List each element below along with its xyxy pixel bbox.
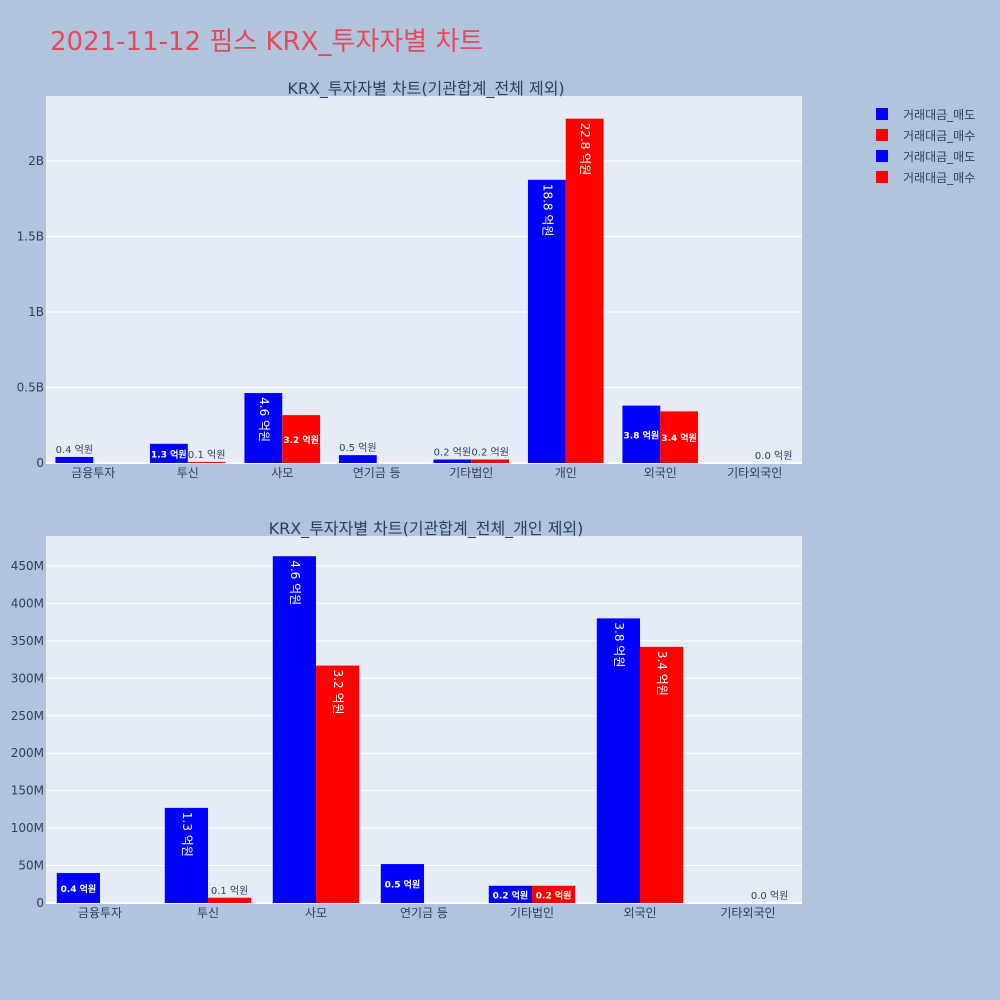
bar[interactable] [433, 459, 472, 463]
bar-data-label: 0.2 억원 [536, 889, 572, 901]
bar-data-label: 0.2 억원 [493, 889, 529, 901]
bar[interactable] [488, 885, 532, 903]
legend-label[interactable]: 거래대금_매수 [903, 171, 975, 185]
x-tick-label: 투신 [197, 906, 219, 920]
y-tick-label: 200M [11, 746, 44, 760]
bar[interactable] [338, 455, 377, 463]
bar-data-label: 18.8 억원 [540, 184, 554, 237]
bar[interactable] [187, 461, 226, 463]
bar[interactable] [471, 459, 510, 463]
x-tick-label: 연기금 등 [400, 906, 448, 920]
x-tick-label: 사모 [271, 466, 293, 480]
bar-data-label: 3.4 억원 [655, 651, 669, 696]
y-tick-label: 0.5B [17, 380, 44, 394]
bar[interactable] [596, 618, 640, 903]
legend-swatch[interactable] [876, 108, 888, 120]
x-tick-label: 기타외국인 [720, 906, 775, 920]
bar-data-label: 1.3 억원 [180, 812, 194, 857]
x-tick-label: 기타외국인 [727, 466, 782, 480]
bar[interactable] [149, 443, 188, 463]
bar-data-label: 3.8 억원 [624, 429, 660, 441]
y-tick-label: 1B [28, 305, 44, 319]
bar-data-label: 3.8 억원 [612, 622, 626, 667]
y-tick-label: 400M [11, 596, 44, 610]
bar[interactable] [272, 556, 316, 903]
bar-data-label: 0.4 억원 [61, 883, 97, 895]
bar[interactable] [164, 807, 208, 903]
y-tick-label: 0 [36, 456, 44, 470]
main-title: 2021-11-12 핌스 KRX_투자자별 차트 [50, 27, 483, 57]
y-tick-label: 100M [11, 821, 44, 835]
y-tick-label: 350M [11, 634, 44, 648]
bar-data-label: 4.6 억원 [288, 560, 302, 605]
y-tick-label: 1.5B [17, 229, 44, 243]
y-tick-label: 50M [18, 859, 44, 873]
y-tick-label: 0 [36, 896, 44, 910]
bar[interactable] [640, 646, 684, 903]
bar-data-label: 0.0 억원 [751, 890, 788, 902]
legend-swatch[interactable] [876, 171, 888, 183]
bar[interactable] [622, 405, 661, 463]
bar[interactable] [380, 864, 424, 903]
bar-data-label: 3.2 억원 [331, 670, 345, 715]
bar-data-label: 0.0 억원 [755, 450, 792, 462]
legend-label[interactable]: 거래대금_매도 [903, 108, 975, 122]
bar-data-label: 3.4 억원 [661, 432, 697, 444]
bar-data-label: 1.3 억원 [151, 448, 187, 460]
chart-bottom: KRX_투자자별 차트(기관합계_전체_개인 제외) 0 50M 100M 150M 20… [11, 519, 802, 920]
x-tick-label: 외국인 [623, 906, 656, 920]
y-tick-label: 150M [11, 784, 44, 798]
chart-title: KRX_투자자별 차트(기관합계_전체 제외) [287, 79, 564, 99]
bar[interactable] [244, 393, 283, 463]
bar-data-label: 0.4 억원 [56, 444, 93, 456]
x-tick-label: 금융투자 [71, 466, 115, 480]
y-tick-label: 250M [11, 709, 44, 723]
bar[interactable] [527, 179, 566, 463]
plot-area [46, 96, 802, 463]
bar-data-label: 0.5 억원 [385, 879, 421, 891]
bar-data-label: 22.8 억원 [578, 123, 592, 176]
legend-swatch[interactable] [876, 129, 888, 141]
x-tick-label: 사모 [305, 906, 327, 920]
bar-data-label: 0.1 억원 [188, 449, 225, 461]
x-tick-label: 금융투자 [78, 906, 122, 920]
legend-swatch[interactable] [876, 150, 888, 162]
chart-top: KRX_투자자별 차트(기관합계_전체 제외) 0 0.5B 1B 1.5B 2B 금융투자… [17, 79, 802, 480]
bar-data-label: 0.2 억원 [471, 447, 508, 459]
y-tick-label: 2B [28, 154, 44, 168]
bar-data-label: 3.2 억원 [283, 434, 319, 446]
x-tick-label: 투신 [177, 466, 199, 480]
chart-title: KRX_투자자별 차트(기관합계_전체_개인 제외) [269, 519, 584, 539]
plot-area [46, 536, 802, 903]
bar-data-label: 0.5 억원 [339, 442, 376, 454]
bar[interactable] [208, 897, 252, 903]
bar-data-label: 0.2 억원 [434, 447, 471, 459]
bar-data-label: 4.6 억원 [257, 397, 271, 442]
legend-label[interactable]: 거래대금_매수 [903, 129, 975, 143]
bar[interactable] [532, 885, 576, 903]
bar[interactable] [55, 456, 94, 463]
bar[interactable] [56, 873, 100, 903]
bar-data-label: 0.1 억원 [211, 885, 248, 897]
bar[interactable] [316, 665, 360, 903]
y-tick-label: 450M [11, 559, 44, 573]
x-tick-label: 기타법인 [510, 906, 554, 920]
bar[interactable] [565, 118, 604, 463]
x-tick-label: 개인 [555, 466, 577, 480]
legend-label[interactable]: 거래대금_매도 [903, 150, 975, 164]
x-tick-label: 연기금 등 [353, 466, 401, 480]
bar[interactable] [282, 415, 321, 463]
x-tick-label: 기타법인 [449, 466, 493, 480]
bar[interactable] [660, 411, 699, 463]
y-tick-label: 300M [11, 671, 44, 685]
x-tick-label: 외국인 [644, 466, 677, 480]
